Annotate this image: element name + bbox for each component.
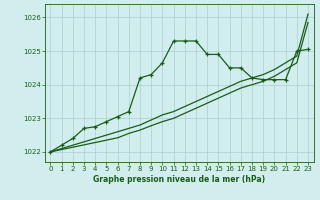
X-axis label: Graphe pression niveau de la mer (hPa): Graphe pression niveau de la mer (hPa) (93, 175, 265, 184)
